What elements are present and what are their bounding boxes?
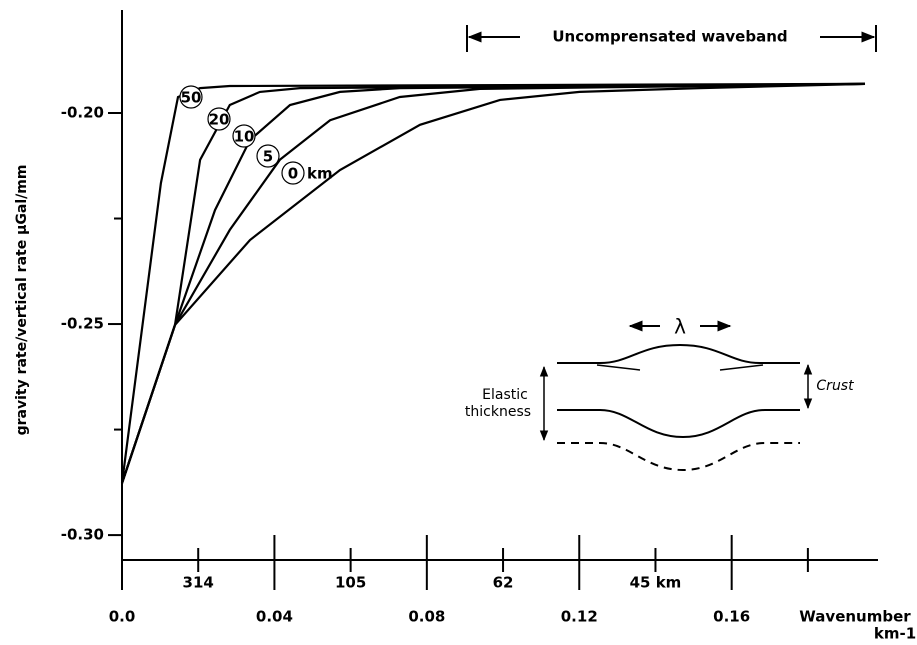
curve-label-circle <box>232 124 256 148</box>
x-tick-label: 0.12 <box>561 608 598 626</box>
curve <box>120 82 866 484</box>
elastic-label: thickness <box>465 404 531 420</box>
curve-label: 0 <box>288 165 298 183</box>
curve-label-circle <box>281 161 305 185</box>
wavelength-label: 45 km <box>630 574 682 592</box>
inset-diagram: λ Elastic thickness Crust <box>465 315 854 472</box>
elastic-base <box>557 442 800 472</box>
y-tick-label: -0.30 <box>61 526 104 544</box>
curve-label: 50 <box>181 89 202 107</box>
stress-arrow <box>596 364 764 371</box>
wavelength-label: 314 <box>183 574 214 592</box>
curve-label: 5 <box>263 148 273 166</box>
curve-label: 20 <box>209 111 230 129</box>
wavelength-label: 105 <box>335 574 366 592</box>
x-tick-label: 0.16 <box>713 608 750 626</box>
curve-label-circle <box>207 107 231 131</box>
x-tick-label: 0.0 <box>109 608 136 626</box>
curve-label: 10 <box>234 128 255 146</box>
crust-top <box>557 343 800 364</box>
band-label: Uncomprensated waveband <box>552 28 787 46</box>
x-tick-label: 0.08 <box>408 608 445 626</box>
curve-label-circle <box>256 144 280 168</box>
y-axis-label: gravity rate/vertical rate µGal/mm <box>14 165 30 436</box>
curve-label-circle <box>179 85 203 109</box>
y-tick-label: -0.25 <box>61 315 104 333</box>
crust-label: Crust <box>816 378 854 394</box>
curve <box>120 82 866 484</box>
crust-base <box>557 409 800 439</box>
x-axis-unit: km-1 <box>874 625 916 643</box>
x-tick-label: 0.04 <box>256 608 293 626</box>
wavelength-label: 62 <box>493 574 514 592</box>
lambda-label: λ <box>674 315 686 339</box>
curve-unit: km <box>307 165 333 183</box>
curve <box>120 82 866 484</box>
elastic-label: Elastic <box>482 387 528 403</box>
x-axis-label: Wavenumber <box>799 608 911 626</box>
y-tick-label: -0.20 <box>61 103 104 121</box>
